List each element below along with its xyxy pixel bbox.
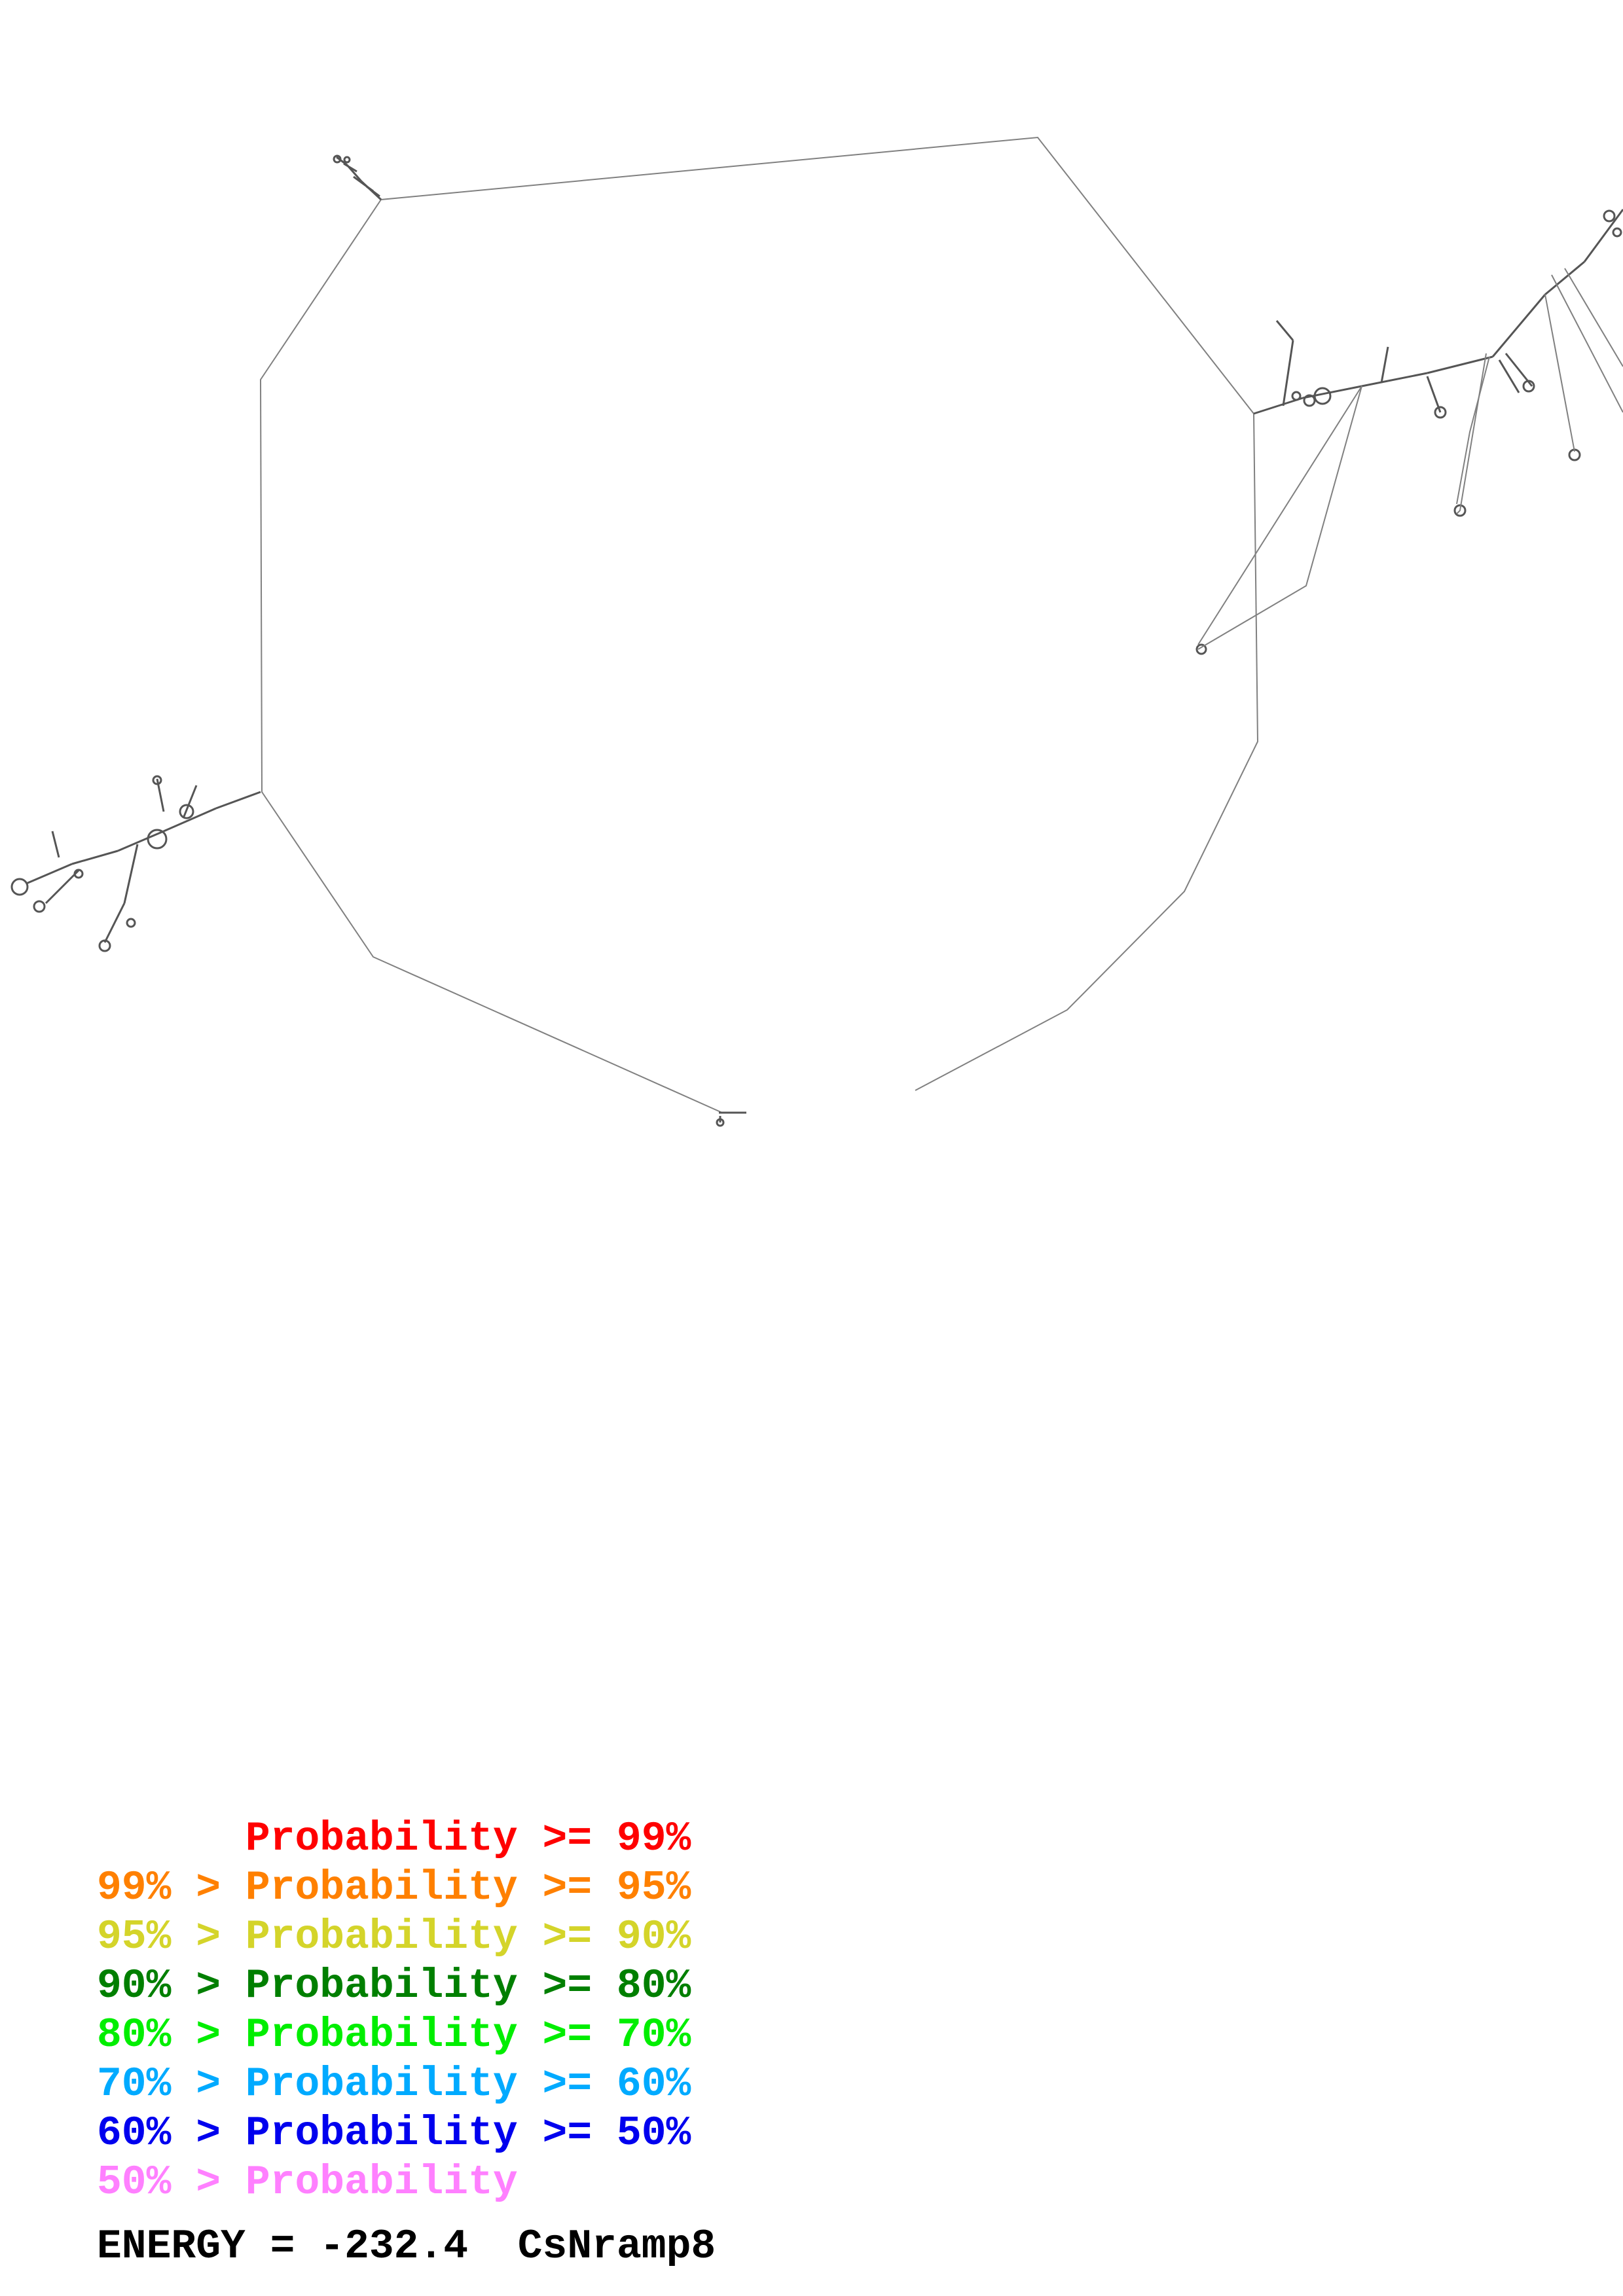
legend-row: 70% > Probability >= 60% bbox=[97, 2061, 691, 2108]
probability-legend: Probability >= 99% 99% > Probability >= 9… bbox=[97, 1814, 691, 2207]
energy-value: -232.4 bbox=[319, 2223, 469, 2270]
backbone-ring bbox=[259, 136, 1259, 1113]
legend-row: Probability >= 99% bbox=[97, 1816, 691, 1862]
left-branch-structure bbox=[10, 775, 261, 952]
energy-footer: ENERGY = -232.4 CsNramp8 bbox=[97, 2223, 716, 2270]
legend-row: 90% > Probability >= 80% bbox=[97, 1963, 691, 2009]
long-range-links bbox=[1197, 268, 1623, 650]
legend-row: 95% > Probability >= 90% bbox=[97, 1914, 691, 1960]
bottom-hairpin bbox=[716, 1111, 746, 1127]
legend-row: 99% > Probability >= 95% bbox=[97, 1865, 691, 1911]
top-hairpin-cluster bbox=[333, 154, 382, 201]
energy-label: ENERGY = bbox=[97, 2223, 320, 2270]
legend-row: 80% > Probability >= 70% bbox=[97, 2012, 691, 2058]
legend-row: 50% > Probability bbox=[97, 2159, 518, 2206]
legend-row: 60% > Probability >= 50% bbox=[97, 2110, 691, 2157]
sequence-name: CsNramp8 bbox=[517, 2223, 716, 2270]
right-branch-structure bbox=[1195, 209, 1623, 655]
rna-secondary-structure-diagram bbox=[10, 136, 1623, 1127]
